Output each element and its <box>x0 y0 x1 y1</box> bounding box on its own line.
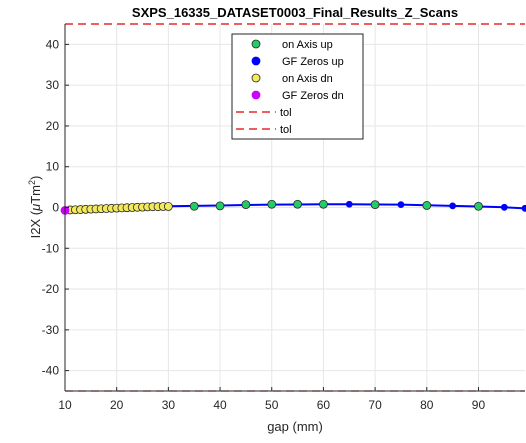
legend-label: GF Zeros up <box>282 56 344 68</box>
x-tick-label: 30 <box>162 398 176 412</box>
x-tick-label: 40 <box>213 398 227 412</box>
y-axis-label-mu: μ <box>28 204 43 212</box>
y-axis-label-main: I2X ( <box>28 210 43 238</box>
x-tick-label: 80 <box>420 398 434 412</box>
legend-label: GF Zeros dn <box>282 90 344 102</box>
y-tick-label: 20 <box>46 119 60 133</box>
legend-label: on Axis up <box>282 39 333 51</box>
gf-zeros-up-point <box>449 202 457 210</box>
y-tick-label: 10 <box>46 160 60 174</box>
y-tick-label: -10 <box>42 241 60 255</box>
legend: on Axis up GF Zeros up on Axis dn GF Zeros … <box>231 33 364 140</box>
on-axis-dn-point <box>163 202 173 211</box>
on-axis-up-point <box>293 199 302 209</box>
on-axis-up-point <box>422 201 432 210</box>
on-axis-up-point <box>241 200 251 210</box>
on-axis-up-point <box>189 201 199 211</box>
legend-marker-gf-zeros-dn <box>251 90 261 100</box>
on-axis-up-point <box>474 201 483 211</box>
legend-marker-on-axis-dn <box>251 73 261 83</box>
y-axis-label-sup: 2 <box>27 180 37 185</box>
axes <box>64 24 525 392</box>
legend-box <box>231 33 364 140</box>
on-axis-up-point <box>215 201 225 211</box>
x-tick-label: 90 <box>472 398 486 412</box>
legend-marker-on-axis-up <box>251 39 261 49</box>
legend-label: tol <box>280 107 292 119</box>
on-axis-up-point <box>319 199 328 209</box>
x-tick-label: 60 <box>317 398 331 412</box>
gf-zeros-up-point <box>500 203 508 211</box>
legend-marker-gf-zeros-up <box>251 56 261 66</box>
x-axis-label: gap (mm) <box>267 419 323 434</box>
y-tick-label: 40 <box>46 37 60 51</box>
y-axis-label-close: ) <box>28 176 43 180</box>
gf-zeros-up-point <box>397 201 405 209</box>
x-tick-label: 10 <box>58 398 72 412</box>
y-axis-label-unit: Tm <box>28 185 43 204</box>
x-tick-label: 50 <box>265 398 279 412</box>
legend-label: on Axis dn <box>282 73 333 85</box>
chart-title: SXPS_16335_DATASET0003_Final_Results_Z_S… <box>132 5 458 20</box>
gf-zeros-up-point <box>521 204 526 212</box>
tick-labels: 10 20 30 40 50 60 70 80 90 -40 -30 -20 -10 0 10 20 30 40 <box>42 37 486 412</box>
x-tick-label: 20 <box>110 398 124 412</box>
y-tick-label: -30 <box>42 323 60 337</box>
legend-label: tol <box>280 124 292 136</box>
y-tick-label: 0 <box>52 201 59 215</box>
on-axis-up-point <box>267 199 277 209</box>
y-tick-label: -20 <box>42 282 60 296</box>
y-axis-label: I2X (μTm2) <box>27 176 43 239</box>
series-group <box>60 199 526 215</box>
on-axis-up-point <box>370 200 380 210</box>
y-tick-label: -40 <box>42 364 60 378</box>
x-tick-label: 70 <box>368 398 382 412</box>
gf-zeros-up-point <box>345 200 353 208</box>
y-tick-label: 30 <box>46 78 60 92</box>
